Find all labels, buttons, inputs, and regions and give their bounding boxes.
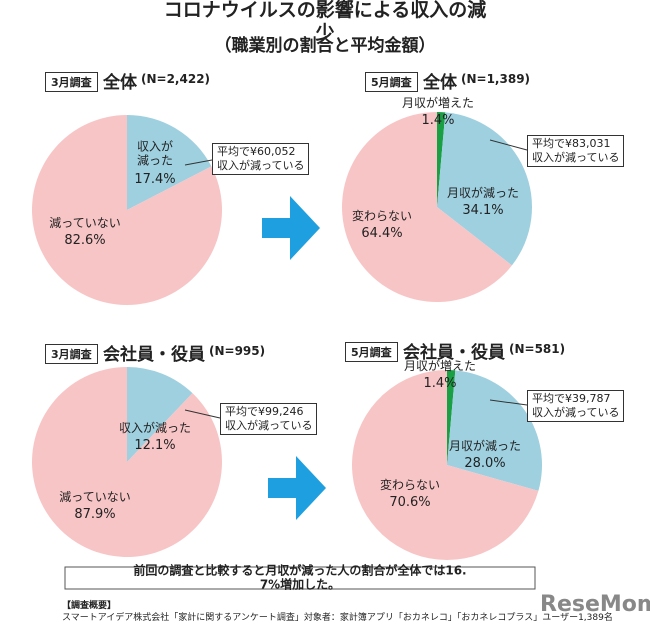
slice-label: 収入が減った (118, 420, 192, 435)
survey-label: 5月調査 (345, 342, 398, 362)
value-label: 28.0% (464, 456, 506, 472)
value-label: 64.4% (361, 226, 403, 242)
value-label: 70.6% (389, 495, 431, 511)
value-label: 17.4% (134, 172, 176, 188)
slice-label: 減っていない (59, 489, 131, 504)
value-label: 82.6% (64, 233, 106, 249)
leader-line (489, 399, 528, 406)
leader-line (489, 139, 528, 151)
leader-line (184, 159, 213, 166)
chart-title: 会社員・役員 (103, 345, 205, 365)
subtitle: （職業別の割合と平均金額） (214, 35, 436, 56)
summary-box (64, 566, 536, 590)
survey-label: 3月調査 (45, 344, 98, 364)
arrow (262, 196, 320, 260)
value-label: 34.1% (462, 203, 504, 219)
callout: 平均で¥60,052 収入が減っている (212, 143, 310, 175)
survey-label: 5月調査 (365, 72, 418, 92)
value-label: 12.1% (134, 438, 176, 454)
note: スマートアイデア株式会社「家計に関するアンケート調査」対象者：家計簿アプリ「おカ… (62, 613, 613, 623)
leader-line (184, 409, 221, 419)
value-label: 1.4% (421, 113, 455, 129)
slice-label: 月収が増えた (403, 358, 477, 373)
slice-label: 月収が増えた (401, 95, 475, 110)
slice-label: 月収が減った (448, 438, 522, 453)
callout: 平均で¥83,031 収入が減っている (527, 135, 625, 167)
logo: ReseMom (540, 592, 650, 617)
pie-slice (342, 112, 512, 302)
sample-size: (N=581) (509, 342, 566, 356)
slice-label: 変わらない (379, 477, 441, 492)
summary: 前回の調査と比較すると月収が減った人の割合が全体では16. 7%増加した。 (133, 563, 467, 592)
note-title: 【調査概要】 (62, 601, 117, 611)
slice-label: 変わらない (351, 208, 413, 223)
arrow (268, 456, 326, 520)
chart-title: 全体 (423, 73, 457, 93)
pie-slice (127, 367, 193, 462)
slice-label: 減っていない (49, 215, 121, 230)
title: コロナウイルスの影響による収入の減少 (163, 0, 487, 44)
survey-label: 3月調査 (45, 72, 98, 92)
value-label: 87.9% (74, 507, 116, 523)
callout: 平均で¥39,787 収入が減っている (527, 390, 625, 422)
slice-label: 月収が減った (446, 185, 520, 200)
sample-size: (N=995) (209, 344, 266, 358)
chart-title: 全体 (103, 73, 137, 93)
sample-size: (N=1,389) (461, 72, 531, 86)
slice-label: 収入が 減った (136, 139, 174, 168)
value-label: 1.4% (423, 376, 457, 392)
pie-slice (31, 367, 222, 558)
pie-slice (447, 370, 456, 465)
pie-slice (447, 370, 542, 491)
pie-slice (127, 115, 212, 210)
pie-slice (32, 115, 223, 306)
pie-slice (437, 112, 446, 207)
pie-slice (437, 112, 532, 266)
chart-title: 会社員・役員 (403, 343, 505, 363)
sample-size: (N=2,422) (141, 72, 211, 86)
callout: 平均で¥99,246 収入が減っている (220, 403, 318, 435)
pie-slice (352, 370, 539, 560)
